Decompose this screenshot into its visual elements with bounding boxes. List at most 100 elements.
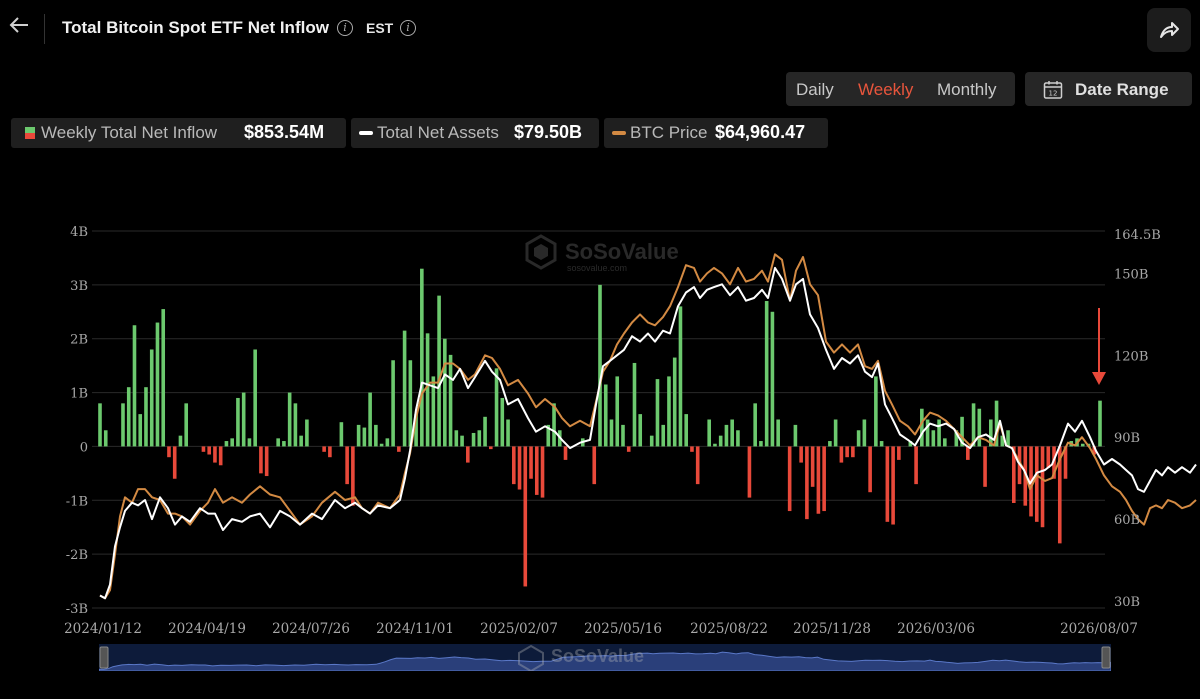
inflow-bar (678, 306, 683, 447)
inflow-bar (621, 424, 625, 447)
inflow-bar (523, 446, 528, 587)
left-tick-label: 4B (70, 225, 88, 240)
inflow-bar (483, 416, 487, 447)
inflow-bar (1052, 446, 1056, 479)
inflow-bar (977, 408, 982, 447)
x-tick-label: 2025/05/16 (584, 621, 662, 637)
legend-btc-price[interactable]: BTC Price $64,960.47 (604, 118, 828, 148)
inflow-bar (103, 430, 108, 447)
left-tick-label: 0 (80, 440, 88, 455)
calendar-icon: 12 (1043, 81, 1063, 99)
inflow-bar (632, 362, 637, 447)
bar-swatch-icon (25, 127, 35, 139)
btc-price-line (99, 253, 1197, 600)
inflow-bar (684, 414, 689, 447)
inflow-bar (224, 441, 229, 447)
inflow-bar (655, 379, 660, 447)
inflow-bar (713, 443, 717, 447)
date-range-label: Date Range (1075, 80, 1169, 99)
inflow-bar (397, 446, 401, 452)
scrollbar-preview (98, 651, 1112, 672)
tab-daily[interactable]: Daily (796, 80, 834, 99)
time-range-scrollbar[interactable]: SoSoValue (98, 644, 1112, 673)
inflow-bar (908, 441, 913, 447)
inflow-bar (540, 446, 545, 498)
inflow-bar (943, 438, 947, 447)
legend-label: Total Net Assets (377, 123, 499, 142)
inflow-bar (529, 446, 533, 479)
inflow-bar (448, 354, 453, 447)
inflow-bar (937, 419, 941, 447)
x-tick-label: 2026/03/06 (897, 621, 975, 637)
inflow-bar (839, 446, 844, 463)
page-title: Total Bitcoin Spot ETF Net Inflow (62, 18, 329, 37)
inflow-bar (753, 403, 757, 447)
inflow-bar (603, 384, 608, 447)
inflow-bar (374, 424, 378, 447)
inflow-bar (201, 446, 206, 452)
inflow-bar (356, 424, 361, 447)
share-button[interactable] (1147, 8, 1191, 52)
x-tick-label: 2025/08/22 (690, 621, 768, 637)
inflow-bar (799, 446, 803, 463)
inflow-bar (276, 438, 280, 447)
back-arrow-icon[interactable] (8, 14, 32, 42)
inflow-bar (517, 446, 522, 490)
timezone-label: EST (366, 20, 394, 36)
inflow-bar (1034, 446, 1039, 522)
inflow-bar (132, 325, 137, 447)
inflow-chart[interactable]: SoSoValue sosovalue.com 4B 3B 2B 1B 0 -1B -2B -… (0, 200, 1200, 644)
inflow-bar (638, 414, 643, 447)
inflow-bar (408, 360, 413, 447)
inflow-bar (856, 430, 861, 447)
inflow-bar (431, 376, 436, 447)
inflow-bar (1040, 446, 1045, 528)
inflow-bar (609, 419, 614, 447)
inflow-bar (126, 387, 131, 447)
tab-monthly[interactable]: Monthly (937, 80, 997, 99)
legend-net-inflow[interactable]: Weekly Total Net Inflow $853.54M (11, 118, 346, 148)
inflow-bar (920, 408, 924, 447)
date-range-button[interactable]: 12 Date Range (1025, 72, 1192, 106)
inflow-bar (506, 419, 510, 447)
x-tick-label: 2024/07/26 (272, 621, 350, 637)
inflow-bar (989, 419, 993, 447)
right-tick-label: 150B (1114, 267, 1148, 282)
inflow-bar (460, 435, 464, 447)
inflow-bar (805, 446, 809, 520)
left-tick-label: 1B (70, 387, 88, 402)
inflow-bar (351, 446, 355, 506)
inflow-bar (282, 441, 286, 447)
scroll-handle-right[interactable] (1101, 646, 1111, 669)
legend-value: $853.54M (244, 122, 325, 142)
inflow-bar (851, 446, 855, 458)
header-divider (44, 14, 45, 44)
tab-weekly[interactable]: Weekly (858, 80, 914, 99)
inflow-bar (707, 419, 711, 447)
right-tick-label: 30B (1114, 595, 1140, 610)
sosovalue-watermark: SoSoValue sosovalue.com (525, 234, 679, 273)
legend-value: $79.50B (514, 122, 583, 142)
inflow-bar (385, 438, 390, 447)
left-tick-label: -3B (66, 602, 88, 617)
scroll-handle-left[interactable] (99, 646, 109, 669)
timezone-info-icon[interactable]: i (400, 20, 416, 36)
inflow-bar (672, 357, 677, 447)
inflow-bar (1057, 446, 1062, 544)
inflow-bar (885, 446, 890, 522)
legend-label: BTC Price (630, 123, 708, 142)
inflow-bar (494, 368, 499, 447)
inflow-bar (534, 446, 539, 495)
legend-net-assets[interactable]: Total Net Assets $79.50B (351, 118, 599, 148)
inflow-bar (736, 430, 740, 447)
inflow-bar (747, 446, 752, 498)
svg-text:SoSoValue: SoSoValue (551, 646, 644, 666)
inflow-bar (437, 295, 441, 447)
inflow-bar (167, 446, 171, 458)
inflow-bar (690, 446, 694, 452)
right-tick-label: 60B (1114, 513, 1140, 528)
title-info-icon[interactable]: i (337, 20, 353, 36)
inflow-bar (149, 349, 154, 447)
inflow-bar (178, 435, 183, 447)
inflow-bar (793, 424, 798, 447)
